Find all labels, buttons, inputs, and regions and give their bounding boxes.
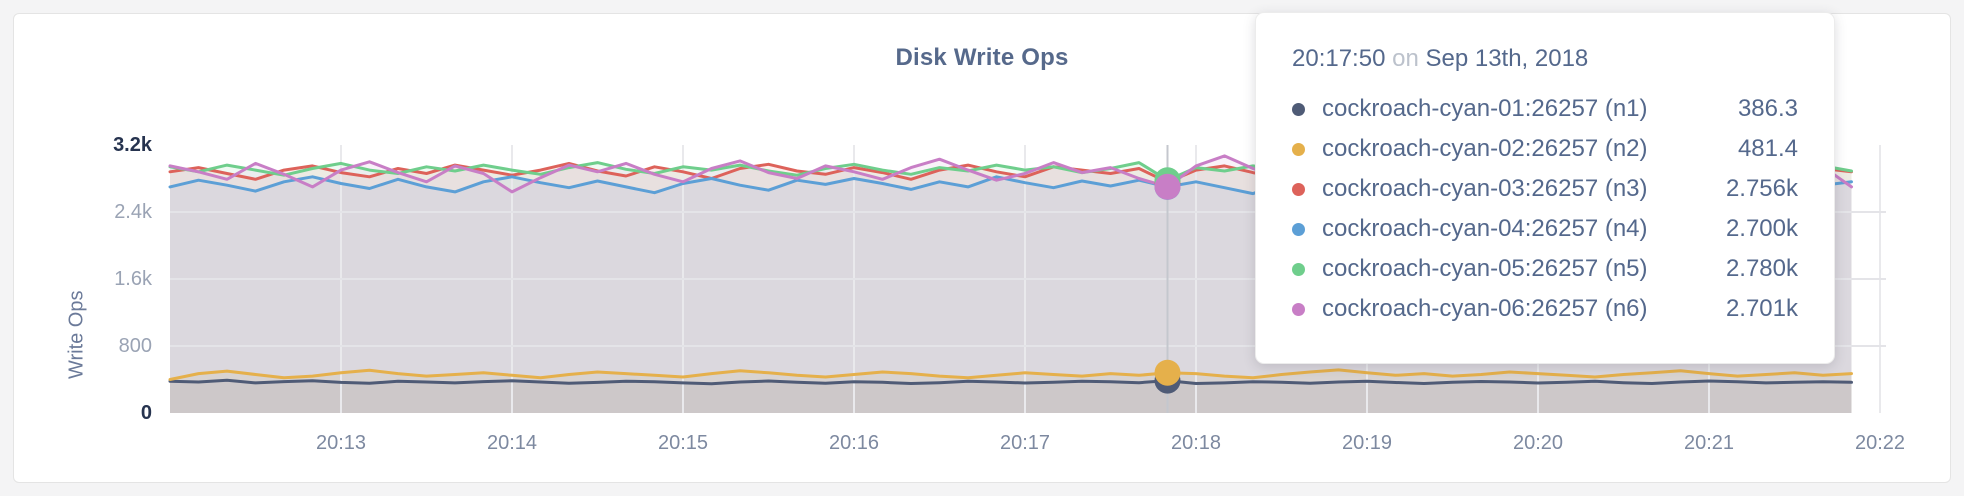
hover-dot-6: [1154, 173, 1181, 200]
tooltip-timestamp: 20:17:50 on Sep 13th, 2018: [1292, 45, 1798, 73]
x-tick-label: 20:22: [1854, 432, 1906, 454]
tooltip-series-label: cockroach-cyan-05:26257 (n5): [1322, 255, 1648, 282]
x-tick-label: 20:17: [999, 432, 1051, 454]
x-tick-label: 20:13: [315, 432, 367, 454]
tooltip-series-label: cockroach-cyan-02:26257 (n2): [1322, 135, 1648, 162]
hover-dots: [1154, 167, 1181, 394]
tooltip-connector: on: [1392, 45, 1419, 72]
x-tick-label: 20:15: [657, 432, 709, 454]
tooltip-row: cockroach-cyan-05:26257 (n5) 2.780k: [1292, 249, 1798, 289]
x-tick-label: 20:20: [1512, 432, 1564, 454]
tooltip-series-value: 2.780k: [1725, 255, 1798, 282]
series-color-dot-icon: [1292, 222, 1305, 236]
series-color-dot-icon: [1292, 262, 1305, 276]
tooltip-row: cockroach-cyan-01:26257 (n1) 386.3: [1292, 89, 1798, 129]
tooltip-row: cockroach-cyan-06:26257 (n6) 2.701k: [1292, 289, 1798, 329]
x-tick-label: 20:21: [1683, 432, 1735, 454]
tooltip-series-value: 2.756k: [1725, 175, 1798, 202]
x-tick-label: 20:14: [486, 432, 538, 454]
y-tick-label: 3.2k: [113, 134, 152, 156]
y-axis-title-text: Write Ops: [65, 290, 88, 380]
tooltip-series-label: cockroach-cyan-01:26257 (n1): [1322, 95, 1648, 122]
tooltip-series-label: cockroach-cyan-06:26257 (n6): [1322, 295, 1648, 322]
y-tick-label: 0: [140, 402, 152, 424]
series-color-dot-icon: [1292, 182, 1305, 196]
tooltip-series-value: 386.3: [1737, 95, 1798, 122]
tooltip-series-list: cockroach-cyan-01:26257 (n1) 386.3 cockroa…: [1292, 89, 1798, 329]
tooltip-series-value: 2.701k: [1725, 295, 1798, 322]
tooltip-row: cockroach-cyan-03:26257 (n3) 2.756k: [1292, 169, 1798, 209]
tooltip-row: cockroach-cyan-04:26257 (n4) 2.700k: [1292, 209, 1798, 249]
tooltip-row: cockroach-cyan-02:26257 (n2) 481.4: [1292, 129, 1798, 169]
series-line-1: [168, 378, 1853, 386]
series-area-2: [170, 369, 1852, 413]
series-color-dot-icon: [1292, 142, 1305, 156]
hover-tooltip: 20:17:50 on Sep 13th, 2018 cockroach-cya…: [1255, 12, 1835, 364]
series-line-2: [168, 368, 1853, 381]
x-tick-label: 20:16: [828, 432, 880, 454]
hover-dot-2: [1154, 359, 1181, 386]
tooltip-date: Sep 13th, 2018: [1425, 45, 1589, 72]
y-tick-label: 1.6k: [114, 268, 152, 290]
y-tick-label: 2.4k: [114, 201, 152, 223]
tooltip-time: 20:17:50: [1292, 45, 1386, 72]
series-area-1: [170, 380, 1852, 413]
series-color-dot-icon: [1292, 102, 1305, 116]
tooltip-series-value: 481.4: [1737, 135, 1798, 162]
tooltip-series-label: cockroach-cyan-04:26257 (n4): [1322, 215, 1648, 242]
tooltip-series-label: cockroach-cyan-03:26257 (n3): [1322, 175, 1648, 202]
y-tick-label: 800: [118, 335, 152, 357]
x-tick-label: 20:19: [1341, 432, 1393, 454]
chart-title: Disk Write Ops: [895, 44, 1069, 71]
series-color-dot-icon: [1292, 302, 1305, 316]
tooltip-series-value: 2.700k: [1725, 215, 1798, 242]
x-tick-label: 20:18: [1170, 432, 1222, 454]
